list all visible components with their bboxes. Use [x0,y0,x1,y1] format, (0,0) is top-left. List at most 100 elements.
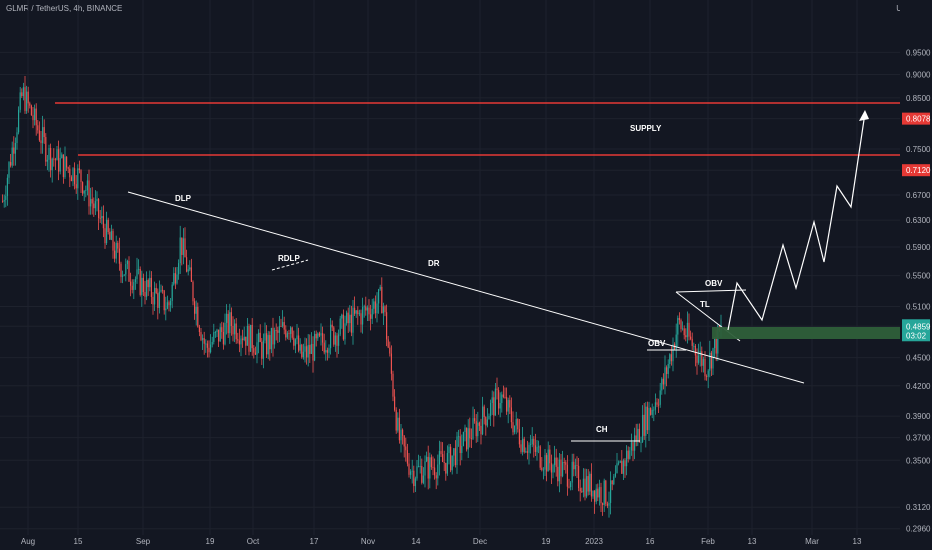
price-tick-label: 0.4500 [906,354,931,363]
candle-body [30,105,32,116]
candle-body [386,312,388,340]
candle-body [475,421,477,437]
candle-body [672,344,674,362]
candle-body [304,346,306,352]
candle-body [56,149,58,161]
candle-body [669,354,671,365]
candle-body [70,177,72,182]
candle-body [714,337,716,349]
candle-body [205,343,207,345]
candle-body [610,480,612,503]
candle-body [78,168,80,171]
candle-body [83,190,85,194]
candle-body [278,326,280,333]
candle-body [43,127,45,138]
candle-body [506,397,508,412]
candle-body [208,347,210,353]
candle-body [395,409,397,431]
candle-body [275,330,277,332]
candle-body [352,307,354,333]
candle-body [525,451,527,453]
candle-body [640,441,642,443]
candle-body [198,326,200,333]
candle-body [240,338,242,345]
candle-body [461,445,463,454]
candle-body [106,219,108,244]
candle-body [410,471,412,475]
candle-body [624,460,626,467]
price-tick-label: 0.6700 [906,191,931,200]
annotation-labels: DLP RDLP DR SUPPLY OBV CH TL OBV [175,124,723,434]
candle-body [288,333,290,335]
candle-body [571,461,573,483]
time-tick-label: Mar [805,537,819,546]
time-tick-label: 16 [646,537,655,546]
candle-body [483,406,485,418]
candle-body [717,326,719,354]
candle-body [253,348,255,353]
candle-body [312,344,314,361]
candle-body [397,417,399,431]
candle-body [590,473,592,497]
candle-body [501,394,503,403]
price-tick-label: 0.4859 [906,322,931,331]
candle-body [357,310,359,315]
current-price-tag [902,319,930,342]
candle-body [190,267,192,282]
candle-body [296,335,298,340]
candle-body [166,302,168,309]
candle-body [181,237,183,255]
candle-body [186,257,188,272]
candle-body [602,503,604,505]
candle-body [662,378,664,385]
candle-body [346,312,348,324]
projection-arrowhead [859,110,869,121]
candle-body [162,289,164,291]
candle-body [314,333,316,361]
obv-box-line-2 [675,289,747,293]
time-tick-label: 17 [310,537,319,546]
candle-body [174,273,176,284]
candle-body [405,446,407,451]
candle-body [158,291,160,308]
candle-body [176,274,178,284]
candle-body [488,415,490,420]
candle-body [141,277,143,295]
candle-body [144,292,146,297]
candle-body [371,308,373,319]
candle-body [443,461,445,463]
candle-body [266,333,268,355]
candle-body [611,480,613,485]
candle-body [472,418,474,439]
candle-body [370,314,372,319]
candle-body [478,422,480,426]
price-axis: 0.9500 0.9000 0.8500 0.8078 0.7500 0.7120 0.67… [900,0,932,550]
candle-body [320,333,322,336]
candle-body [349,314,351,324]
candle-body [645,406,647,436]
candle-body [42,127,44,144]
candle-body [712,348,714,369]
time-tick-label: Oct [247,537,260,546]
candle-body [458,436,460,438]
candle-body [384,306,386,313]
candle-body [234,323,236,335]
candle-body [547,449,549,472]
candle-body [429,457,431,479]
candle-body [230,312,232,326]
price-tick-label: 0.5900 [906,243,931,252]
candle-body [646,406,648,431]
candle-body [246,325,248,346]
time-tick-label: Nov [361,537,375,546]
candle-body [18,109,20,133]
candle-body [216,329,218,333]
candle-body [235,323,237,340]
candle-body [202,338,204,340]
candle-body [470,438,472,440]
candle-body [374,301,376,314]
candle-body [331,324,333,328]
candle-body [102,216,104,229]
candle-body [250,324,252,352]
candle-body [562,462,564,477]
